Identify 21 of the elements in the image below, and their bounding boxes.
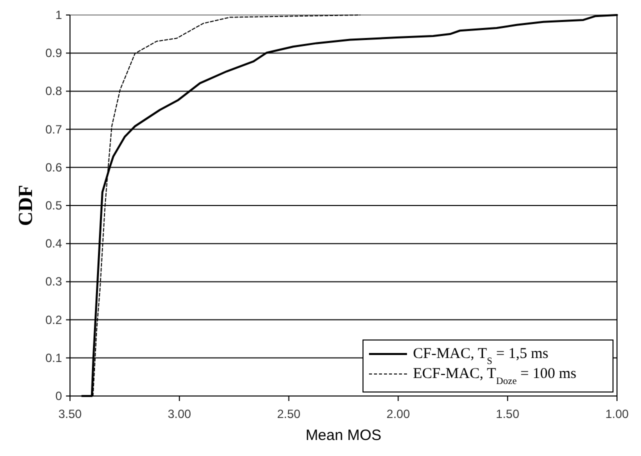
y-tick-label: 0.3 [45, 274, 62, 289]
legend-label: CF-MAC, T$_{S}$ = 1,5 ms [413, 346, 548, 366]
x-tick-label: 3.00 [168, 407, 192, 421]
y-tick-label: 0.9 [45, 46, 62, 60]
y-tick-label: 0.7 [45, 122, 62, 136]
y-tick-label: 0.8 [45, 84, 62, 98]
x-tick-label: 1.50 [496, 407, 520, 421]
y-tick-label: 0.1 [45, 350, 62, 365]
y-tick-label: 0.4 [45, 236, 62, 251]
x-tick-label: 1.00 [605, 407, 629, 421]
y-tick-label: 0.6 [45, 160, 62, 174]
y-tick-label: 0.5 [45, 198, 62, 212]
y-tick-label: 0.2 [45, 312, 62, 327]
x-tick-label: 2.50 [277, 407, 301, 421]
x-axis-title: Mean MOS [306, 427, 382, 444]
x-tick-label: 2.00 [386, 407, 410, 421]
y-tick-label: 0 [55, 389, 62, 403]
y-tick-label: 1 [55, 8, 62, 22]
y-axis-title: CDF [15, 184, 37, 226]
x-tick-label: 3.50 [58, 407, 82, 421]
legend-label: ECF-MAC, T$_{Doze}$ = 100 ms [413, 366, 577, 386]
